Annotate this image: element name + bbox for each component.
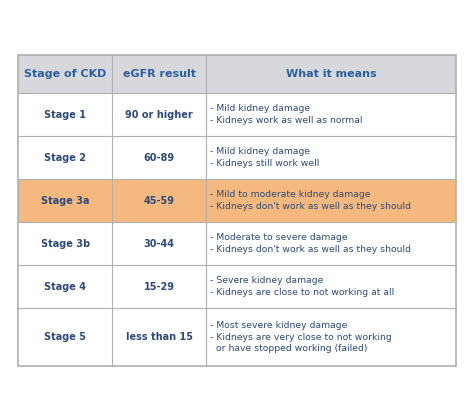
Text: - Kidneys are very close to not working: - Kidneys are very close to not working [210,333,392,342]
Text: - Mild kidney damage: - Mild kidney damage [210,104,310,113]
Text: 45-59: 45-59 [144,195,175,206]
Bar [18,55,456,366]
Text: Stage 1: Stage 1 [44,110,86,119]
Text: - Kidneys are close to not working at all: - Kidneys are close to not working at al… [210,288,394,297]
Text: - Kidneys still work well: - Kidneys still work well [210,159,320,168]
Text: Stage 3b: Stage 3b [40,238,90,249]
Text: 90 or higher: 90 or higher [126,110,193,119]
Text: eGFR result: eGFR result [123,69,196,79]
Text: Stage 3a: Stage 3a [41,195,89,206]
Text: Stage of CKD: Stage of CKD [24,69,106,79]
Text: - Kidneys don't work as well as they should: - Kidneys don't work as well as they sho… [210,202,411,211]
Text: less than 15: less than 15 [126,332,193,342]
Text: - Mild kidney damage: - Mild kidney damage [210,147,310,156]
Text: - Mild to moderate kidney damage: - Mild to moderate kidney damage [210,190,371,199]
Text: - Kidneys work as well as normal: - Kidneys work as well as normal [210,116,363,125]
Text: 30-44: 30-44 [144,238,175,249]
Text: Stage 5: Stage 5 [44,332,86,342]
Text: 15-29: 15-29 [144,281,175,292]
Bar [18,265,456,308]
Text: 60-89: 60-89 [144,152,175,162]
Text: - Moderate to severe damage: - Moderate to severe damage [210,233,348,242]
Bar [18,55,456,93]
Bar [18,308,456,366]
Bar [18,136,456,179]
Bar [18,93,456,136]
Bar [18,179,456,222]
Text: Stage 2: Stage 2 [44,152,86,162]
Text: What it means: What it means [286,69,376,79]
Text: Stage 4: Stage 4 [44,281,86,292]
Text: - Most severe kidney damage: - Most severe kidney damage [210,321,348,330]
Text: or have stopped working (failed): or have stopped working (failed) [210,344,368,353]
Text: - Severe kidney damage: - Severe kidney damage [210,276,324,285]
Text: - Kidneys don't work as well as they should: - Kidneys don't work as well as they sho… [210,245,411,254]
Bar [18,222,456,265]
